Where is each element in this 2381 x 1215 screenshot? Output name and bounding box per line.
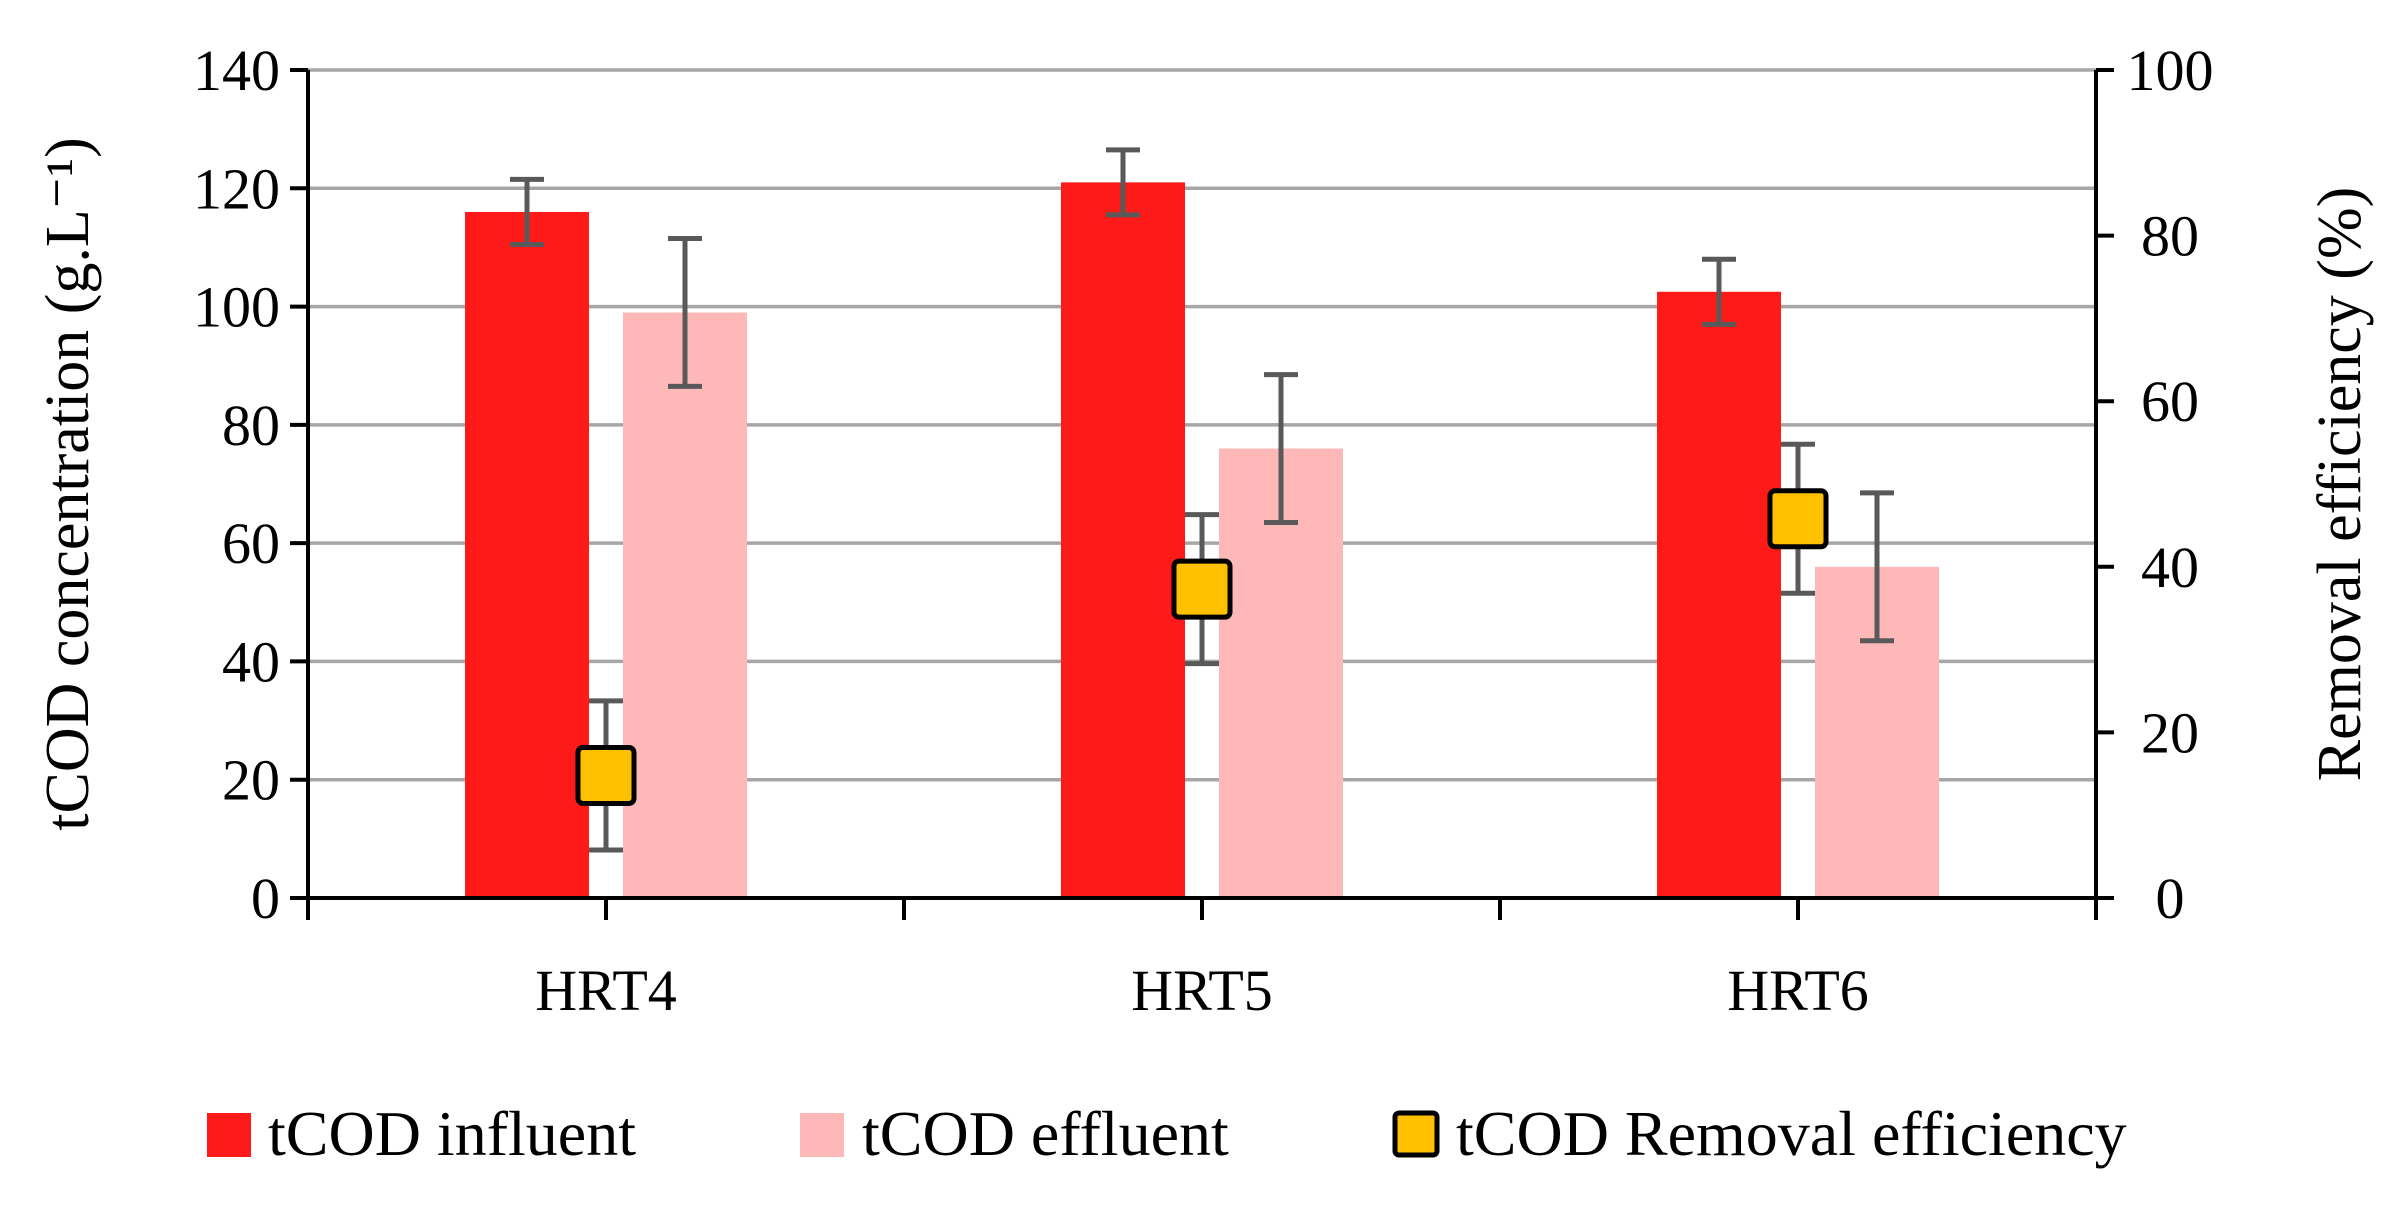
y2-axis-title: Removal efficiency (%)	[2306, 187, 2374, 781]
marker-removal-efficiency-hrt4	[575, 744, 637, 806]
marker-removal-efficiency-hrt5	[1171, 558, 1233, 620]
legend-swatch	[800, 1113, 844, 1157]
legend-swatch	[1392, 1110, 1440, 1158]
y-tick-label: 120	[193, 156, 280, 221]
bar-tcod-influent-hrt4	[465, 211, 589, 898]
y2-tick-label: 0	[2156, 866, 2185, 931]
x-tick-label: HRT4	[535, 958, 677, 1023]
y-tick-label: 100	[193, 275, 280, 340]
y-tick-label: 20	[222, 748, 280, 813]
y-tick-label: 140	[193, 38, 280, 103]
bar-tcod-influent-hrt5	[1061, 182, 1185, 898]
bar-tcod-effluent-hrt4	[623, 312, 747, 898]
legend-label: tCOD influent	[268, 1098, 636, 1169]
legend-label: tCOD effluent	[862, 1098, 1229, 1169]
bar-tcod-influent-hrt6	[1657, 291, 1781, 898]
y-tick-label: 80	[222, 393, 280, 458]
y2-tick-label: 40	[2141, 535, 2199, 600]
x-tick-label: HRT5	[1131, 958, 1273, 1023]
legend-label: tCOD Removal efficiency	[1456, 1098, 2127, 1169]
y-tick-label: 0	[251, 866, 280, 931]
marker-removal-efficiency-hrt6	[1767, 488, 1829, 550]
y2-tick-label: 100	[2127, 38, 2214, 103]
y2-tick-label: 80	[2141, 204, 2199, 269]
x-tick-label: HRT6	[1727, 958, 1869, 1023]
y-tick-label: 60	[222, 511, 280, 576]
y-tick-label: 40	[222, 629, 280, 694]
legend-swatch	[207, 1113, 251, 1157]
y2-tick-label: 20	[2141, 700, 2199, 765]
y2-tick-label: 60	[2141, 369, 2199, 434]
y-axis-title: tCOD concentration (g.L⁻¹)	[34, 137, 102, 831]
